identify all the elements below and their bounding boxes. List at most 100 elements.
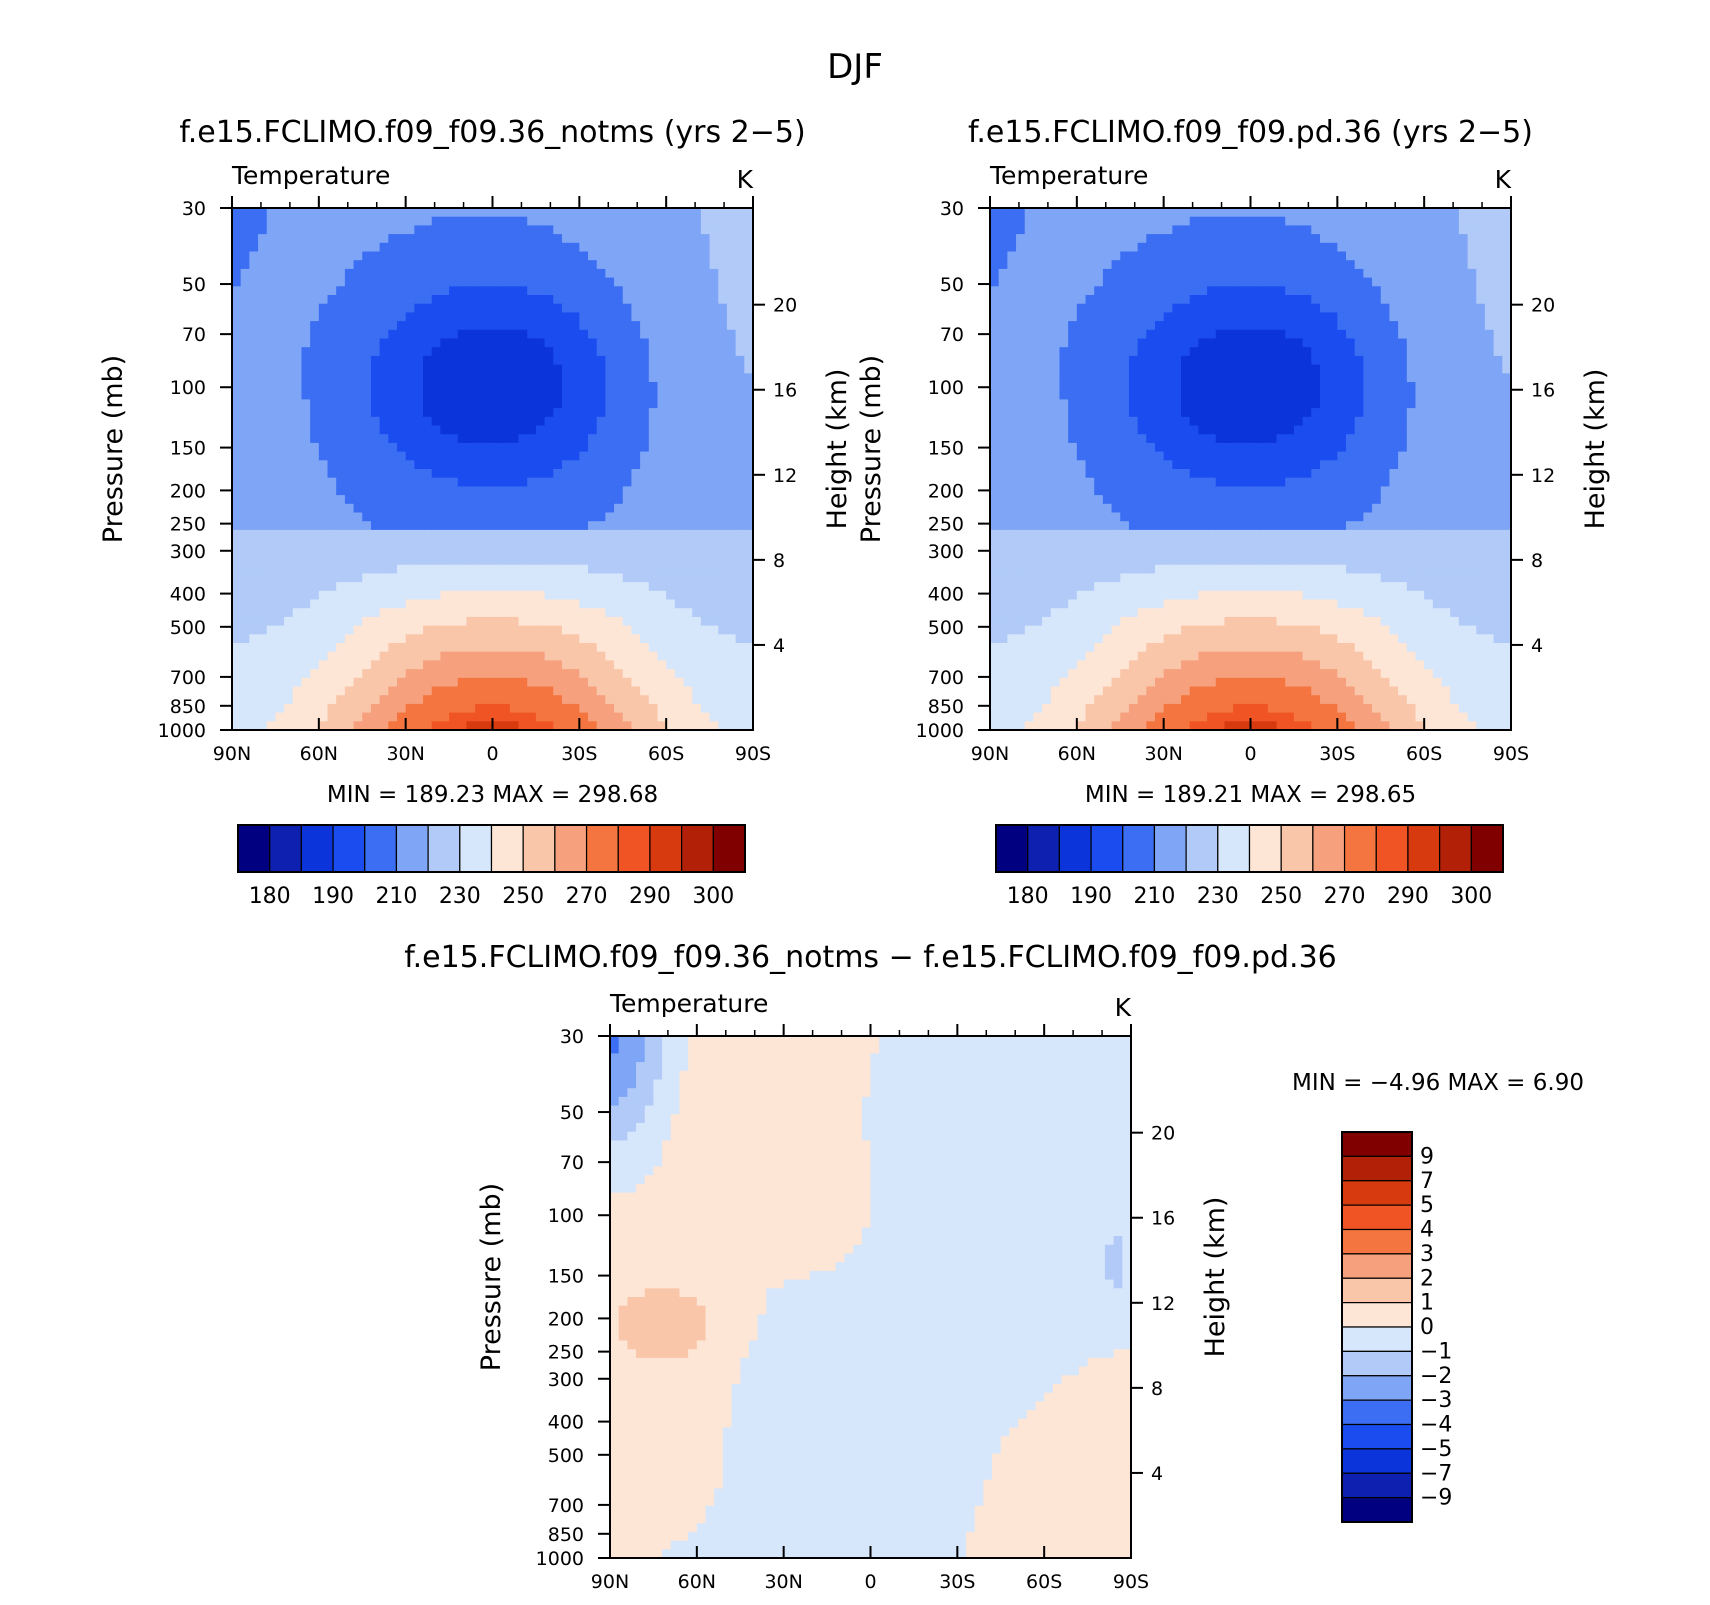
field-cell bbox=[440, 208, 449, 217]
field-cell bbox=[990, 460, 999, 469]
field-cell bbox=[519, 452, 528, 461]
field-cell bbox=[631, 591, 640, 600]
field-cell bbox=[458, 626, 467, 635]
field-cell bbox=[1007, 225, 1016, 234]
field-cell bbox=[990, 521, 999, 530]
field-cell bbox=[605, 660, 614, 669]
field-cell bbox=[1042, 295, 1051, 304]
field-cell bbox=[284, 330, 293, 339]
field-cell bbox=[319, 260, 328, 269]
field-cell bbox=[614, 652, 623, 661]
field-cell bbox=[449, 225, 458, 234]
field-cell bbox=[1164, 704, 1173, 713]
field-cell bbox=[493, 521, 502, 530]
field-cell bbox=[588, 391, 597, 400]
field-cell bbox=[336, 565, 345, 574]
field-cell bbox=[736, 530, 745, 539]
field-cell bbox=[1164, 217, 1173, 226]
field-cell bbox=[1146, 217, 1155, 226]
field-cell bbox=[1164, 643, 1173, 652]
field-cell bbox=[493, 269, 502, 278]
field-cell bbox=[484, 269, 493, 278]
field-cell bbox=[267, 286, 276, 295]
field-cell bbox=[275, 565, 284, 574]
x-tick-label: 30S bbox=[561, 743, 597, 765]
field-cell bbox=[493, 660, 502, 669]
field-cell bbox=[380, 695, 389, 704]
field-cell bbox=[631, 678, 640, 687]
field-cell bbox=[345, 260, 354, 269]
field-cell bbox=[510, 321, 519, 330]
field-cell bbox=[1155, 260, 1164, 269]
field-cell bbox=[1077, 486, 1086, 495]
field-cell bbox=[354, 643, 363, 652]
field-cell bbox=[1016, 304, 1025, 313]
field-cell bbox=[605, 582, 614, 591]
field-cell bbox=[675, 652, 684, 661]
field-cell bbox=[301, 626, 310, 635]
field-cell bbox=[310, 652, 319, 661]
field-cell bbox=[423, 695, 432, 704]
field-cell bbox=[362, 713, 371, 722]
field-cell bbox=[640, 469, 649, 478]
field-cell bbox=[692, 434, 701, 443]
field-cell bbox=[657, 269, 666, 278]
field-cell bbox=[1007, 356, 1016, 365]
field-cell bbox=[336, 356, 345, 365]
field-cell bbox=[258, 391, 267, 400]
field-cell bbox=[701, 687, 710, 696]
field-cell bbox=[1059, 695, 1068, 704]
field-cell bbox=[432, 678, 441, 687]
field-cell bbox=[380, 373, 389, 382]
field-cell bbox=[545, 243, 554, 252]
field-cell bbox=[631, 382, 640, 391]
field-cell bbox=[1112, 260, 1121, 269]
field-cell bbox=[1129, 469, 1138, 478]
field-cell bbox=[999, 530, 1008, 539]
field-cell bbox=[458, 643, 467, 652]
field-cell bbox=[999, 556, 1008, 565]
field-cell bbox=[588, 687, 597, 696]
field-cell bbox=[718, 573, 727, 582]
y-tick-label: 400 bbox=[170, 584, 206, 606]
field-cell bbox=[1016, 539, 1025, 548]
field-cell bbox=[553, 695, 562, 704]
field-cell bbox=[684, 260, 693, 269]
field-cell bbox=[631, 356, 640, 365]
field-cell bbox=[666, 217, 675, 226]
field-cell bbox=[990, 217, 999, 226]
field-cell bbox=[545, 217, 554, 226]
field-cell bbox=[432, 417, 441, 426]
field-cell bbox=[536, 582, 545, 591]
field-cell bbox=[657, 573, 666, 582]
field-cell bbox=[684, 460, 693, 469]
field-cell bbox=[553, 486, 562, 495]
field-cell bbox=[510, 591, 519, 600]
field-cell bbox=[1059, 260, 1068, 269]
page-title: DJF bbox=[827, 47, 883, 87]
right-label: K bbox=[737, 165, 754, 194]
field-cell bbox=[1007, 347, 1016, 356]
field-cell bbox=[1164, 460, 1173, 469]
field-cell bbox=[553, 600, 562, 609]
field-cell bbox=[458, 652, 467, 661]
field-cell bbox=[267, 669, 276, 678]
field-cell bbox=[718, 460, 727, 469]
field-cell bbox=[414, 417, 423, 426]
field-cell bbox=[571, 704, 580, 713]
field-cell bbox=[657, 704, 666, 713]
field-cell bbox=[684, 399, 693, 408]
field-cell bbox=[545, 539, 554, 548]
field-cell bbox=[1051, 478, 1060, 487]
field-cell bbox=[562, 260, 571, 269]
field-cell bbox=[493, 252, 502, 261]
field-cell bbox=[432, 634, 441, 643]
field-cell bbox=[605, 252, 614, 261]
field-cell bbox=[1146, 286, 1155, 295]
field-cell bbox=[475, 704, 484, 713]
field-cell bbox=[623, 608, 632, 617]
field-cell bbox=[519, 486, 528, 495]
field-cell bbox=[388, 260, 397, 269]
field-cell bbox=[571, 495, 580, 504]
field-cell bbox=[406, 434, 415, 443]
